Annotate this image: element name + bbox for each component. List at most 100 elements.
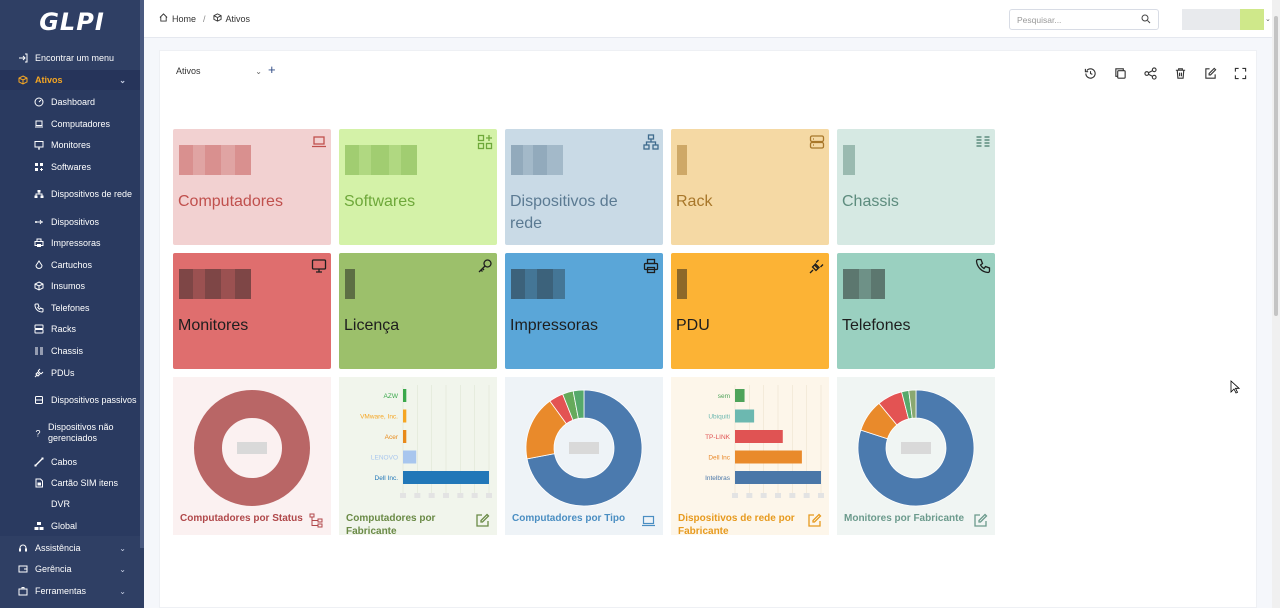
dashboard-select[interactable]: Ativos ⌄ [176,64,266,82]
sidebar-item-ativos[interactable]: Ativos ⌄ [0,70,140,90]
sidebar-item-dispositivos-de-rede[interactable]: Dispositivos de rede [0,179,140,209]
tile-dispositivos-de-rede[interactable]: Dispositivos de rede [505,129,663,245]
sidebar-item-ferramentas[interactable]: Ferramentas ⌄ [0,581,140,601]
sidebar-item-global[interactable]: Global [0,516,140,536]
sidebar-item-label: Cartuchos [51,259,93,270]
mouse-cursor-icon [1230,380,1240,394]
sidebar-item-cabos[interactable]: Cabos [0,452,140,472]
tile-rack[interactable]: Rack [671,129,829,245]
page-scrollbar[interactable] [1272,0,1280,608]
add-dashboard-button[interactable]: + [268,62,276,77]
bar-label: Dell Inc [708,455,730,462]
chart-monitores-por-fabricante[interactable]: Monitores por Fabricante [837,377,995,535]
sidebar-item-label: Racks [51,323,77,334]
sidebar-item-dashboard[interactable]: Dashboard [0,92,140,112]
chevron-down-icon[interactable]: ⌄ [1265,16,1271,23]
tile-licença[interactable]: Licença [339,253,497,369]
tile-computadores[interactable]: Computadores [173,129,331,245]
sidebar-item-monitores[interactable]: Monitores [0,135,140,155]
bar [735,430,783,443]
tick-label-blurred [414,493,421,498]
find-menu-button[interactable]: Encontrar um menu [0,48,140,68]
chart-title: Computadores por Fabricante [346,513,436,535]
sidebar-item-label: Cabos [51,456,78,467]
history-icon[interactable] [1082,65,1099,82]
sidebar-item-telefones[interactable]: Telefones [0,298,140,318]
breadcrumb-home[interactable]: Home [172,13,197,24]
chart-computadores-por-status[interactable]: Computadores por Status [173,377,331,535]
hierarchy-icon[interactable] [309,513,324,528]
donut-chart [857,389,975,507]
sidebar-item-dispositivos-n-o-gerenciados[interactable]: ? Dispositivos não gerenciados [0,418,140,448]
bar-label: LENOVO [371,455,398,462]
sidebar-item-label: Monitores [51,139,91,150]
logo[interactable]: GLPI [0,0,144,44]
plug-icon [809,258,825,274]
sidebar-item-label: Ferramentas [35,586,87,596]
tile-label: Computadores [178,193,283,210]
edit-icon[interactable] [1202,65,1219,82]
donut-total-blurred [237,442,267,454]
sidebar-item-label: Chassis [51,345,84,356]
sidebar-item-assistencia[interactable]: Assistência ⌄ [0,538,140,558]
network-icon [643,134,659,150]
sidebar-item-chassis[interactable]: Chassis [0,341,140,361]
bar-chart: AZW VMware, Inc. Acer LENOVO Dell Inc. [360,385,492,498]
sidebar-item-dispositivos-passivos[interactable]: Dispositivos passivos [0,385,140,415]
sidebar-item-pdus[interactable]: PDUs [0,363,140,383]
sidebar-item-insumos[interactable]: Insumos [0,276,140,296]
phone-icon [32,303,46,313]
bar-label: Ubiquiti [708,414,730,421]
sidebar-item-label: Cartão SIM itens [51,477,119,488]
page-scrollbar-thumb[interactable] [1274,16,1278,316]
tick-label-blurred [471,493,478,498]
sidebar-item-label: Gerência [35,564,72,574]
sidebar-item-dvr[interactable]: DVR [0,494,140,514]
fullscreen-icon[interactable] [1232,65,1249,82]
dashboard-icon [32,97,46,107]
sidebar-item-softwares[interactable]: Softwares [0,157,140,177]
tile-softwares[interactable]: Softwares [339,129,497,245]
sidebar-scrollbar[interactable] [140,0,144,548]
share-icon[interactable] [1142,65,1159,82]
sidebar-item-gerencia[interactable]: Gerência ⌄ [0,559,140,579]
tick-label-blurred [457,493,464,498]
breadcrumb-separator: / [203,13,206,24]
printer-icon [643,258,659,274]
edit-icon[interactable] [973,513,988,528]
sidebar-item-racks[interactable]: Racks [0,319,140,339]
usb-icon [32,217,46,227]
wallet-icon [16,564,30,574]
tile-impressoras[interactable]: Impressoras [505,253,663,369]
search-icon[interactable] [1141,14,1151,27]
tick-label-blurred [486,493,492,498]
edit-icon[interactable] [807,513,822,528]
copy-icon[interactable] [1112,65,1129,82]
user-name-blurred[interactable] [1182,9,1242,30]
avatar[interactable] [1240,9,1264,30]
chevron-down-icon: ⌄ [119,586,126,596]
laptop-icon[interactable] [641,513,656,528]
sidebar-item-computadores[interactable]: Computadores [0,114,140,134]
sidebar-item-dispositivos[interactable]: Dispositivos [0,212,140,232]
trash-icon[interactable] [1172,65,1189,82]
sidebar-item-cart-o-sim-itens[interactable]: Cartão SIM itens [0,473,140,493]
chart-dispositivos-de-rede-por-fabricante[interactable]: sem Ubiquiti TP-LINK Dell Inc Intelbras Disp… [671,377,829,535]
tile-count-blurred [677,269,687,299]
chart-computadores-por-tipo[interactable]: Computadores por Tipo [505,377,663,535]
tile-telefones[interactable]: Telefones [837,253,995,369]
breadcrumb-ativos[interactable]: Ativos [225,13,251,24]
tile-pdu[interactable]: PDU [671,253,829,369]
tile-monitores[interactable]: Monitores [173,253,331,369]
edit-icon[interactable] [475,513,490,528]
search-input[interactable]: Pesquisar... [1009,9,1159,30]
bar [403,409,407,423]
search-placeholder: Pesquisar... [1017,15,1062,25]
breadcrumb: Home / Ativos [159,13,250,24]
sidebar-item-impressoras[interactable]: Impressoras [0,233,140,253]
chart-computadores-por-fabricante[interactable]: AZW VMware, Inc. Acer LENOVO Dell Inc. Compu… [339,377,497,535]
bar [735,389,745,402]
sidebar-item-cartuchos[interactable]: Cartuchos [0,255,140,275]
tile-chassis[interactable]: Chassis [837,129,995,245]
tile-count-blurred [345,269,355,299]
